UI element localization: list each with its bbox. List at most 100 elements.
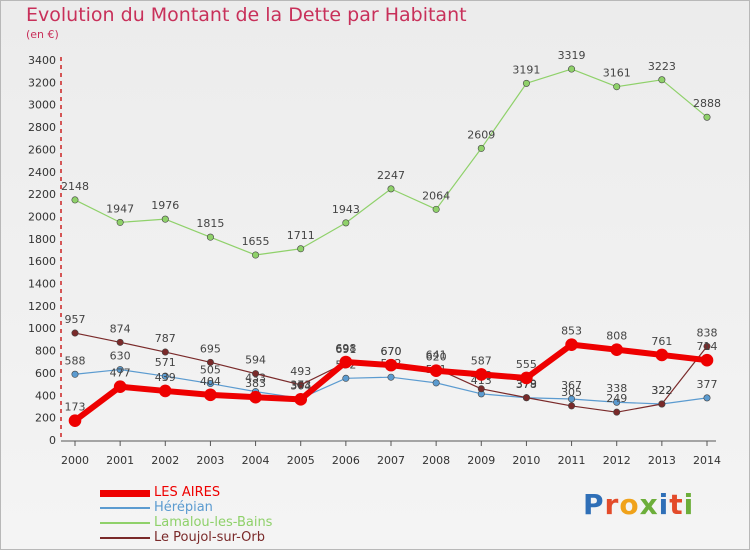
data-point [297, 381, 305, 389]
data-point [432, 205, 440, 213]
data-point [206, 233, 214, 241]
data-point [158, 384, 172, 398]
data-point [658, 400, 666, 408]
x-tick-label: 2006 [332, 454, 360, 467]
y-tick-label: 200 [35, 412, 56, 425]
data-point [522, 394, 530, 402]
data-label: 338 [606, 382, 627, 395]
y-tick-label: 600 [35, 367, 56, 380]
data-point [387, 185, 395, 193]
data-label: 691 [335, 343, 356, 356]
data-point [700, 353, 714, 367]
data-point [339, 355, 353, 369]
y-tick-label: 2800 [28, 121, 56, 134]
data-label: 3191 [512, 63, 540, 76]
y-tick-label: 400 [35, 389, 56, 402]
y-tick-label: 0 [49, 434, 56, 447]
x-tick-label: 2004 [242, 454, 270, 467]
data-label: 630 [110, 350, 131, 363]
x-tick-label: 2008 [422, 454, 450, 467]
data-point [384, 358, 398, 372]
data-point [568, 402, 576, 410]
y-tick-label: 1200 [28, 300, 56, 313]
data-point [294, 393, 308, 406]
data-point [432, 379, 440, 387]
legend-label: Lamalou-les-Bains [154, 515, 273, 530]
data-point [206, 358, 214, 366]
data-label: 1711 [287, 229, 315, 242]
y-tick-label: 2200 [28, 188, 56, 201]
data-label: 322 [651, 384, 672, 397]
data-label: 853 [561, 325, 582, 338]
data-label: 305 [561, 386, 582, 399]
x-tick-label: 2010 [512, 454, 540, 467]
data-point [116, 218, 124, 226]
data-point [206, 380, 214, 388]
x-tick-label: 2014 [693, 454, 721, 467]
y-tick-label: 3400 [28, 54, 56, 67]
data-point [703, 342, 711, 350]
data-label: 695 [200, 342, 221, 355]
x-tick-label: 2012 [603, 454, 631, 467]
data-point [204, 388, 217, 402]
y-tick-label: 3000 [28, 99, 56, 112]
data-point [161, 348, 169, 356]
data-point [116, 366, 124, 374]
data-point [658, 76, 666, 84]
data-label: 1943 [332, 203, 360, 216]
data-point [116, 338, 124, 346]
data-point [568, 65, 576, 73]
data-point [613, 398, 621, 406]
data-point [71, 196, 79, 204]
data-point [520, 371, 533, 385]
data-label: 620 [426, 351, 447, 364]
data-label: 2888 [693, 97, 721, 110]
data-point [161, 215, 169, 223]
data-point [297, 245, 305, 253]
y-tick-label: 1600 [28, 255, 56, 268]
y-tick-label: 800 [35, 345, 56, 358]
data-point [113, 380, 127, 393]
data-point [249, 390, 262, 404]
data-label: 641 [426, 348, 447, 361]
data-point [342, 374, 350, 382]
data-label: 670 [381, 345, 402, 358]
data-point [655, 348, 669, 362]
data-label: 588 [65, 354, 86, 367]
y-tick-label: 2400 [28, 166, 56, 179]
data-label: 493 [290, 365, 311, 378]
y-tick-label: 2000 [28, 210, 56, 223]
data-point [387, 373, 395, 381]
chart-title: Evolution du Montant de la Dette par Hab… [26, 4, 467, 26]
data-label: 555 [516, 358, 537, 371]
data-point [342, 219, 350, 227]
data-point [565, 338, 578, 351]
legend-swatch [100, 489, 150, 497]
legend-label: Le Poujol-sur-Orb [154, 530, 265, 545]
chart-subtitle: (en €) [26, 28, 59, 41]
data-label: 587 [471, 354, 492, 367]
data-label: 249 [606, 392, 627, 405]
x-tick-label: 2000 [61, 454, 89, 467]
y-tick-label: 1000 [28, 322, 56, 335]
y-tick-label: 1800 [28, 233, 56, 246]
data-label: 838 [697, 326, 718, 339]
data-point [610, 343, 624, 356]
data-point [252, 251, 260, 259]
data-label: 505 [200, 364, 221, 377]
data-label: 3161 [603, 67, 631, 80]
x-tick-label: 2001 [106, 454, 134, 467]
x-tick-label: 2007 [377, 454, 405, 467]
data-point [71, 370, 79, 378]
data-point [71, 329, 79, 337]
data-label: 698 [335, 342, 356, 355]
x-tick-label: 2009 [467, 454, 495, 467]
data-label: 594 [245, 354, 266, 367]
data-label: 1815 [196, 217, 224, 230]
y-tick-label: 3200 [28, 76, 56, 89]
data-point [252, 370, 260, 378]
data-label: 761 [651, 335, 672, 348]
data-label: 3319 [558, 49, 586, 62]
data-label: 2148 [61, 180, 89, 193]
